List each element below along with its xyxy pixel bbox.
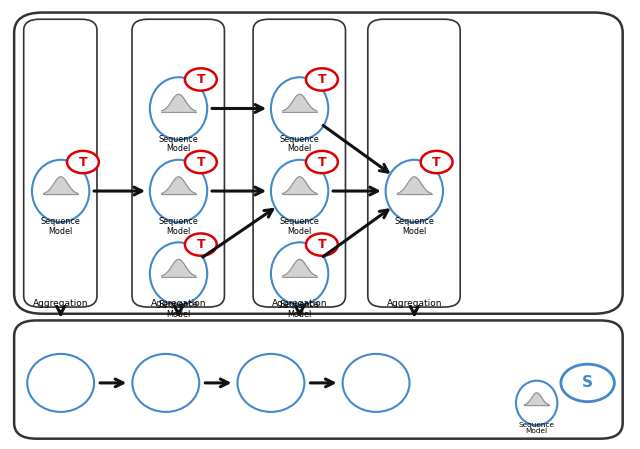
Text: T: T <box>317 73 326 86</box>
Ellipse shape <box>271 160 328 222</box>
Text: Aggregation: Aggregation <box>33 299 88 308</box>
Circle shape <box>185 151 217 173</box>
Text: Sequence
Model: Sequence Model <box>280 135 319 154</box>
Text: Sequence
Model: Sequence Model <box>159 135 198 154</box>
Ellipse shape <box>342 354 410 412</box>
Circle shape <box>306 233 338 256</box>
Text: Sequence
Model: Sequence Model <box>518 422 555 434</box>
FancyBboxPatch shape <box>253 19 346 307</box>
Ellipse shape <box>271 77 328 140</box>
Text: Aggregation: Aggregation <box>272 299 327 308</box>
Text: T: T <box>317 238 326 251</box>
Ellipse shape <box>32 160 90 222</box>
Text: T: T <box>196 73 205 86</box>
FancyBboxPatch shape <box>14 13 623 314</box>
Ellipse shape <box>271 242 328 305</box>
Ellipse shape <box>516 381 557 425</box>
Ellipse shape <box>150 160 207 222</box>
Text: Aggregation: Aggregation <box>387 299 442 308</box>
FancyBboxPatch shape <box>14 321 623 439</box>
Circle shape <box>306 151 338 173</box>
Ellipse shape <box>132 354 199 412</box>
FancyBboxPatch shape <box>368 19 460 307</box>
Text: Sequence
Model: Sequence Model <box>41 217 81 236</box>
Text: T: T <box>196 155 205 168</box>
Text: Sequence
Model: Sequence Model <box>394 217 434 236</box>
Text: S: S <box>582 375 593 391</box>
Text: T: T <box>432 155 441 168</box>
Circle shape <box>67 151 99 173</box>
Text: Sequence
Model: Sequence Model <box>280 217 319 236</box>
Ellipse shape <box>27 354 94 412</box>
Text: Sequence
Model: Sequence Model <box>280 300 319 318</box>
Ellipse shape <box>150 77 207 140</box>
Circle shape <box>306 68 338 91</box>
Ellipse shape <box>237 354 305 412</box>
Ellipse shape <box>386 160 443 222</box>
Text: Sequence
Model: Sequence Model <box>159 300 198 318</box>
FancyBboxPatch shape <box>24 19 97 307</box>
Text: Aggregation: Aggregation <box>151 299 206 308</box>
Circle shape <box>185 68 217 91</box>
Text: Sequence
Model: Sequence Model <box>159 217 198 236</box>
Text: T: T <box>79 155 87 168</box>
Circle shape <box>185 233 217 256</box>
Ellipse shape <box>150 242 207 305</box>
Circle shape <box>420 151 452 173</box>
Text: T: T <box>317 155 326 168</box>
FancyBboxPatch shape <box>132 19 225 307</box>
Circle shape <box>561 364 614 402</box>
Text: T: T <box>196 238 205 251</box>
